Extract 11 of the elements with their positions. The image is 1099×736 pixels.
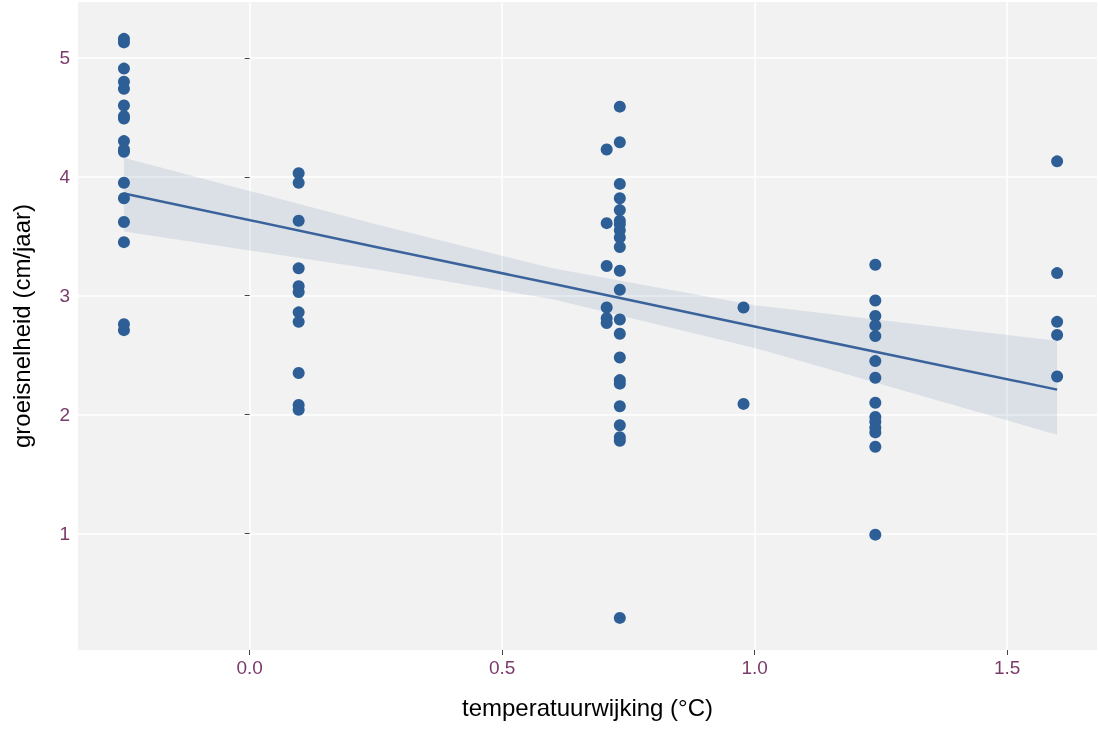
- x-tick-label: 0.5: [488, 657, 516, 678]
- x-axis-title: temperatuurwijking (°C): [461, 693, 714, 721]
- x-tick-label: 0.0: [236, 657, 263, 678]
- x-tick-label: 1.0: [741, 657, 768, 678]
- y-tick-label: 5: [59, 47, 70, 69]
- y-axis-title: groeisnelheid (cm/jaar): [7, 203, 35, 449]
- y-tick-label: 2: [59, 404, 70, 426]
- y-tick-label: 4: [59, 166, 71, 188]
- x-tick-label: 1.5: [993, 657, 1021, 678]
- y-tick-label: 1: [59, 522, 70, 544]
- y-tick-label: 3: [59, 285, 70, 307]
